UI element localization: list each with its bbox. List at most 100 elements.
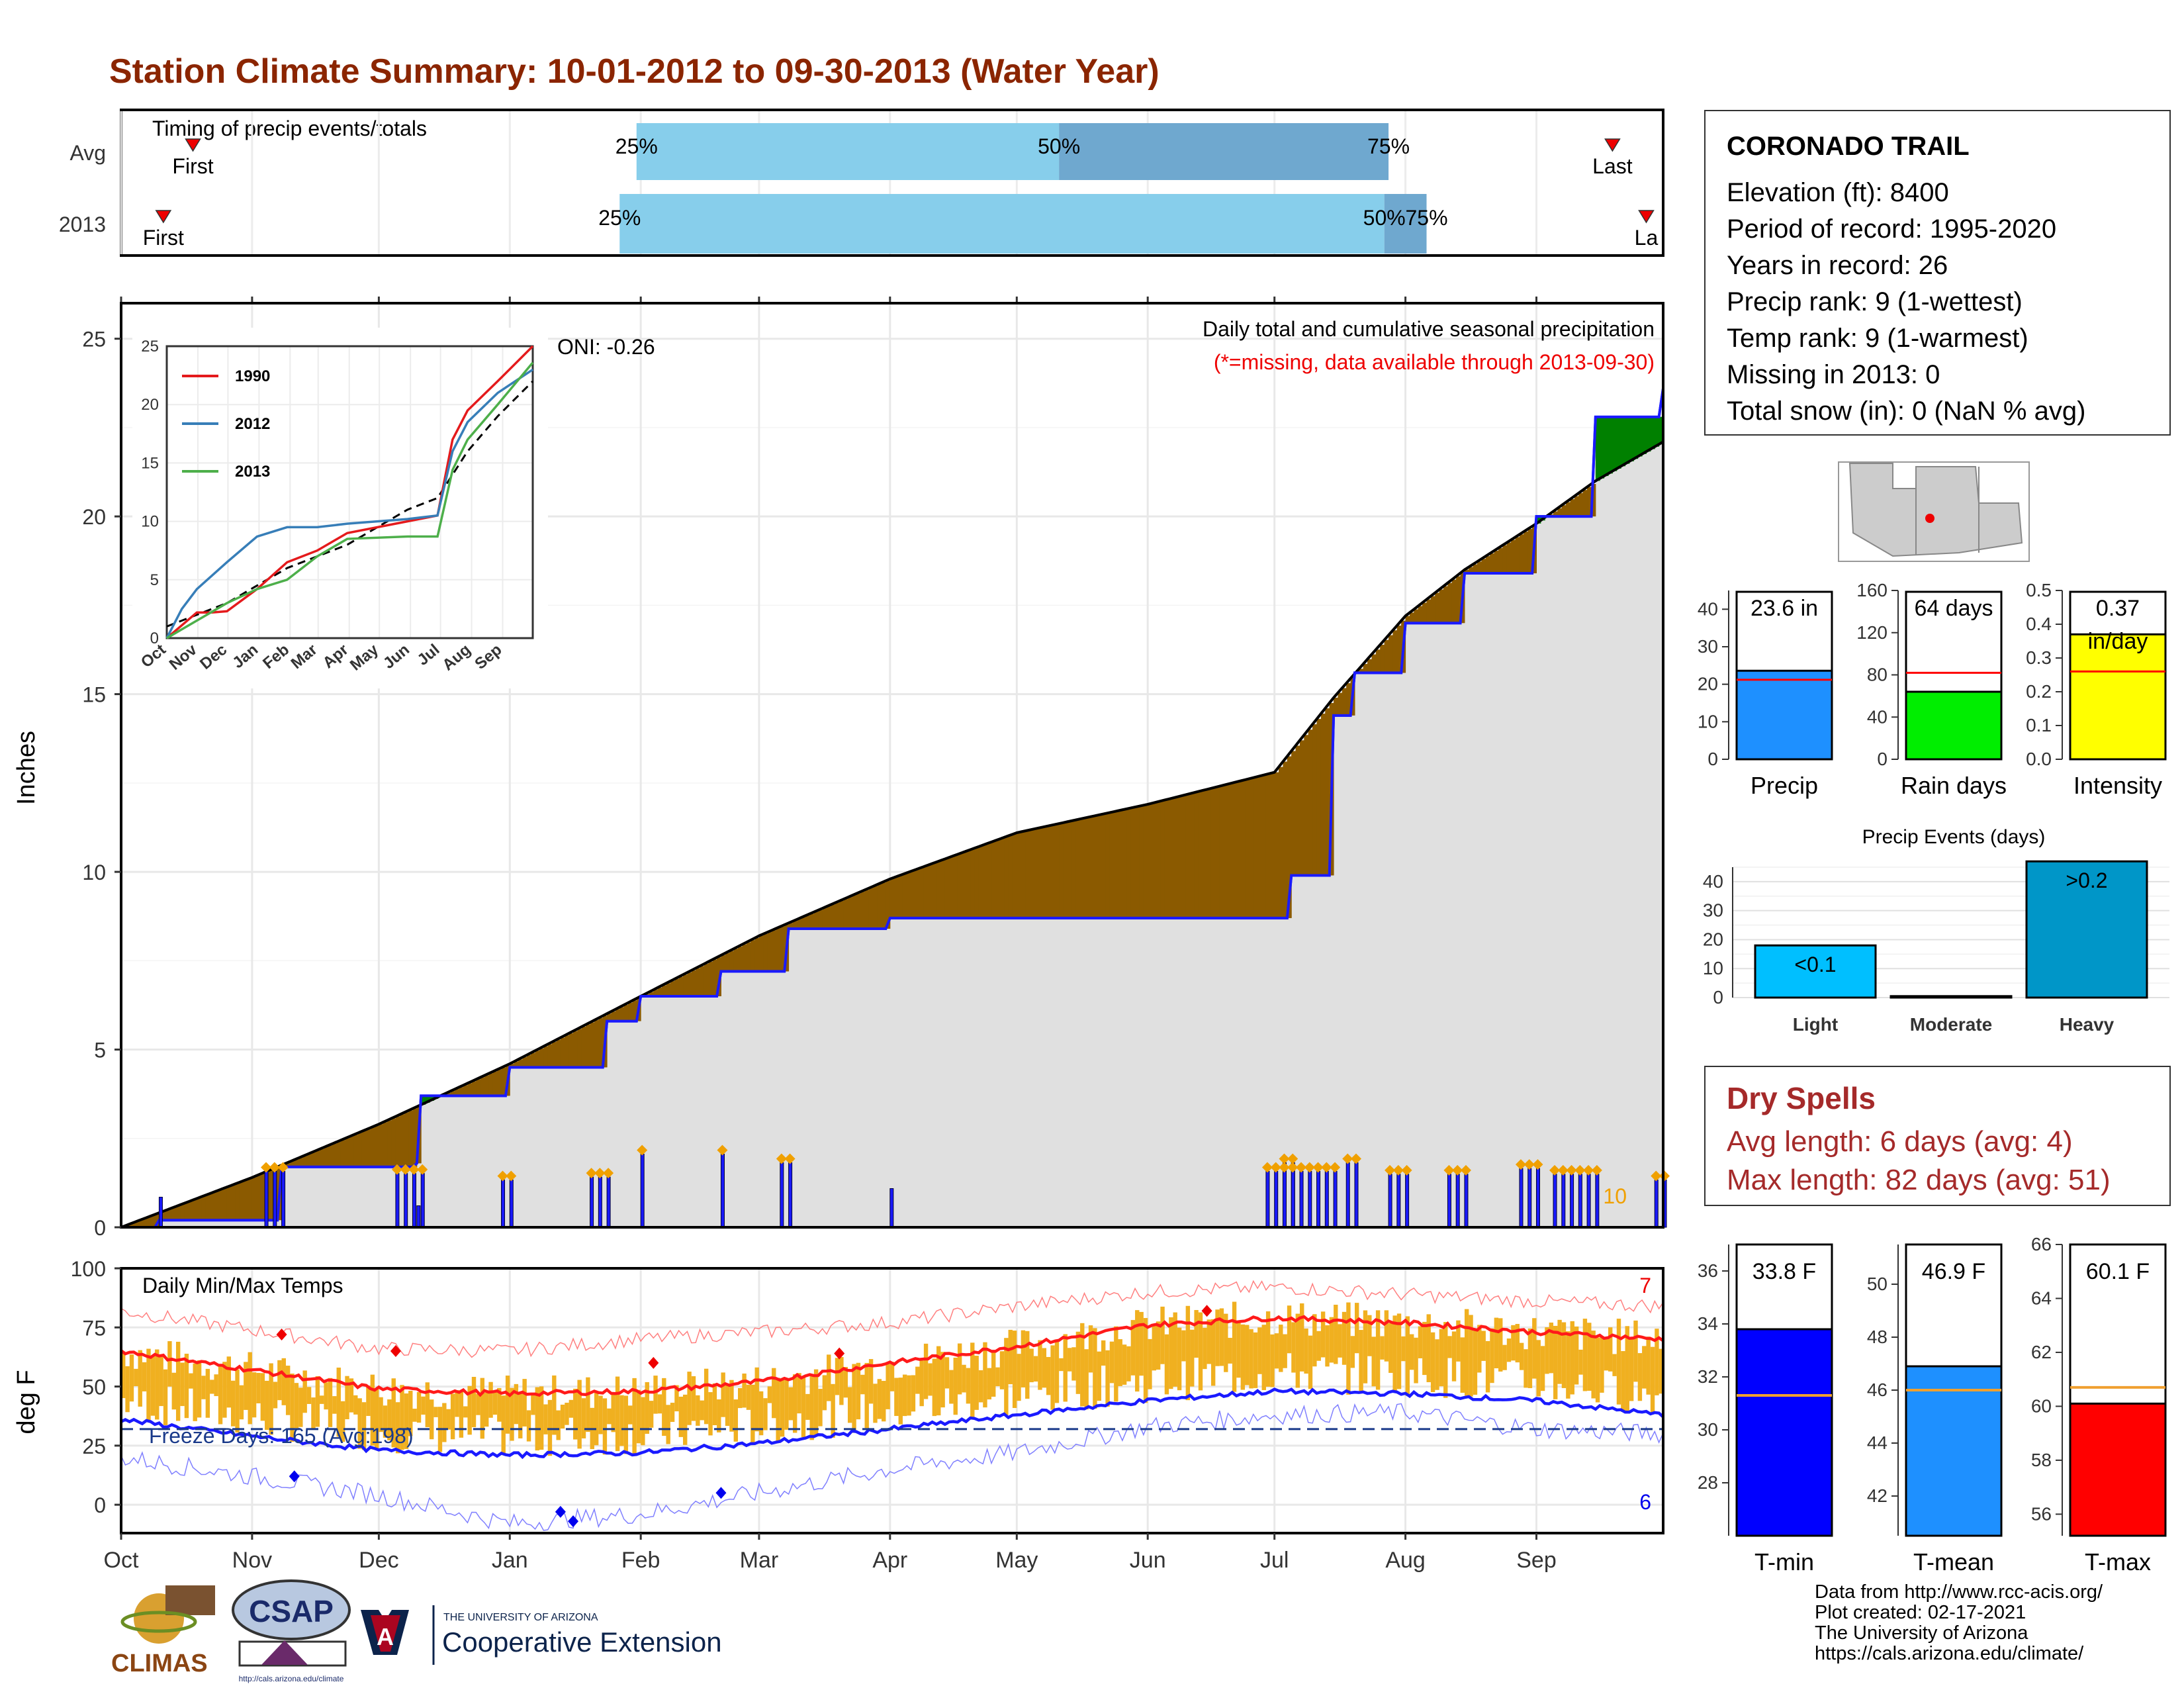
daily-temp-bar [302,1370,307,1413]
temp-mini-bar-t_mean [1905,1365,2003,1537]
below-average-fill [805,915,811,929]
below-average-fill [1574,496,1579,517]
daily-temp-bar [940,1352,945,1408]
daily-temp-bar [361,1402,367,1450]
above-average-fill [1621,416,1626,467]
below-average-fill [193,1199,198,1221]
daily-temp-bar [239,1385,244,1420]
below-average-fill [772,930,776,972]
below-average-fill [831,904,836,929]
temp-tick-label: 25 [82,1434,106,1458]
above-average-fill [1600,416,1605,479]
below-average-fill [171,1207,177,1221]
dry-spells-title: Dry Spells [1727,1081,1876,1115]
daily-temp-bar [412,1409,417,1422]
daily-temp-bar [1532,1318,1537,1379]
events-category-label: Light [1793,1014,1838,1035]
heavy-precip-marker [1342,1153,1353,1164]
below-average-fill [569,1033,574,1068]
daily-temp-bar [598,1395,603,1434]
heavy-precip-marker [1574,1164,1586,1176]
below-average-fill [1245,780,1250,918]
below-average-fill [1396,626,1402,673]
daily-temp-bar [1629,1338,1634,1401]
precip-tick-label: 20 [82,505,106,529]
daily-temp-bar [230,1380,236,1427]
daily-temp-bar [1312,1314,1317,1367]
below-average-fill [1194,792,1199,918]
daily-temp-bar [1494,1317,1499,1369]
daily-temp-bar [1029,1348,1034,1383]
mini-bar-rain_days [1905,690,2003,761]
inset-tick-label: 0 [150,630,159,647]
daily-temp-bar [1228,1338,1232,1364]
daily-temp-bar [754,1367,759,1432]
heavy-precip-marker [1279,1153,1290,1164]
daily-temp-bar [607,1408,612,1425]
daily-temp-bar [1553,1325,1558,1399]
mini-tick-label: 0 [1707,749,1718,769]
heavy-precip-marker [1583,1164,1594,1176]
below-average-fill [484,1075,489,1096]
month-label-oct: Oct [104,1548,139,1573]
last-event-marker [1604,138,1621,152]
below-average-fill [1481,559,1486,574]
below-average-fill [1143,805,1148,918]
heavy-precip-marker [391,1164,402,1175]
daily-temp-bar [1101,1340,1106,1366]
footer-url: https://cals.arizona.edu/climate/ [1815,1643,2084,1664]
daily-temp-bar [978,1370,983,1403]
daily-precip-bar [606,1176,611,1228]
last-event-label: La [1635,226,1659,250]
below-average-fill [1012,834,1017,918]
temp-y-axis-label: deg F [13,1370,40,1434]
daily-temp-bar [983,1342,987,1408]
record-high-marker [1201,1305,1212,1317]
below-average-fill [1578,492,1584,517]
ua-letter: A [377,1623,394,1650]
above-average-fill [1595,416,1600,481]
below-average-fill [1122,810,1127,918]
events-tick-label: 40 [1703,871,1723,892]
daily-precip-bar [1595,1174,1600,1228]
mini-tick-label: 40 [1698,598,1718,619]
temp-mini-category-label: T-max [2085,1548,2151,1575]
heavy-precip-marker [1591,1164,1602,1176]
daily-temp-bar [505,1376,510,1434]
average-max-line [120,1315,1664,1397]
daily-temp-bar [733,1399,739,1442]
below-average-fill [1029,829,1034,918]
daily-precip-bar [780,1162,784,1228]
daily-temp-bar [471,1376,477,1428]
below-average-fill [1164,800,1169,918]
daily-temp-bar [1295,1313,1300,1388]
daily-temp-bar [244,1362,248,1410]
daily-temp-bar [632,1378,637,1454]
below-average-fill [230,1185,236,1221]
below-average-fill [1371,654,1377,673]
below-average-fill [818,910,823,929]
below-average-fill [590,1022,595,1068]
below-average-fill [1114,812,1119,918]
heavy-precip-marker [1443,1164,1455,1176]
daily-precip-bar [1527,1168,1532,1228]
daily-temp-bar [1139,1311,1144,1376]
daily-temp-bar [1642,1346,1647,1389]
average-min-line [120,1387,1664,1460]
below-average-fill [1156,802,1161,918]
temp-mini-tick-label: 36 [1698,1260,1718,1281]
mini-tick-label: 0.4 [2026,614,2052,634]
daily-temp-bar [1198,1312,1203,1391]
daily-temp-bar [159,1354,163,1407]
below-average-fill [353,1135,358,1167]
daily-temp-bar [911,1375,916,1412]
below-average-fill [868,888,874,929]
daily-precip-bar [1464,1174,1469,1228]
below-average-fill [1469,567,1474,574]
daily-temp-bar [142,1362,147,1391]
daily-precip-bar [264,1171,269,1228]
temp-mini-tick-label: 44 [1867,1432,1888,1453]
daily-temp-bar [1502,1344,1507,1370]
heavy-precip-marker [1385,1164,1396,1176]
below-average-fill [488,1073,494,1096]
